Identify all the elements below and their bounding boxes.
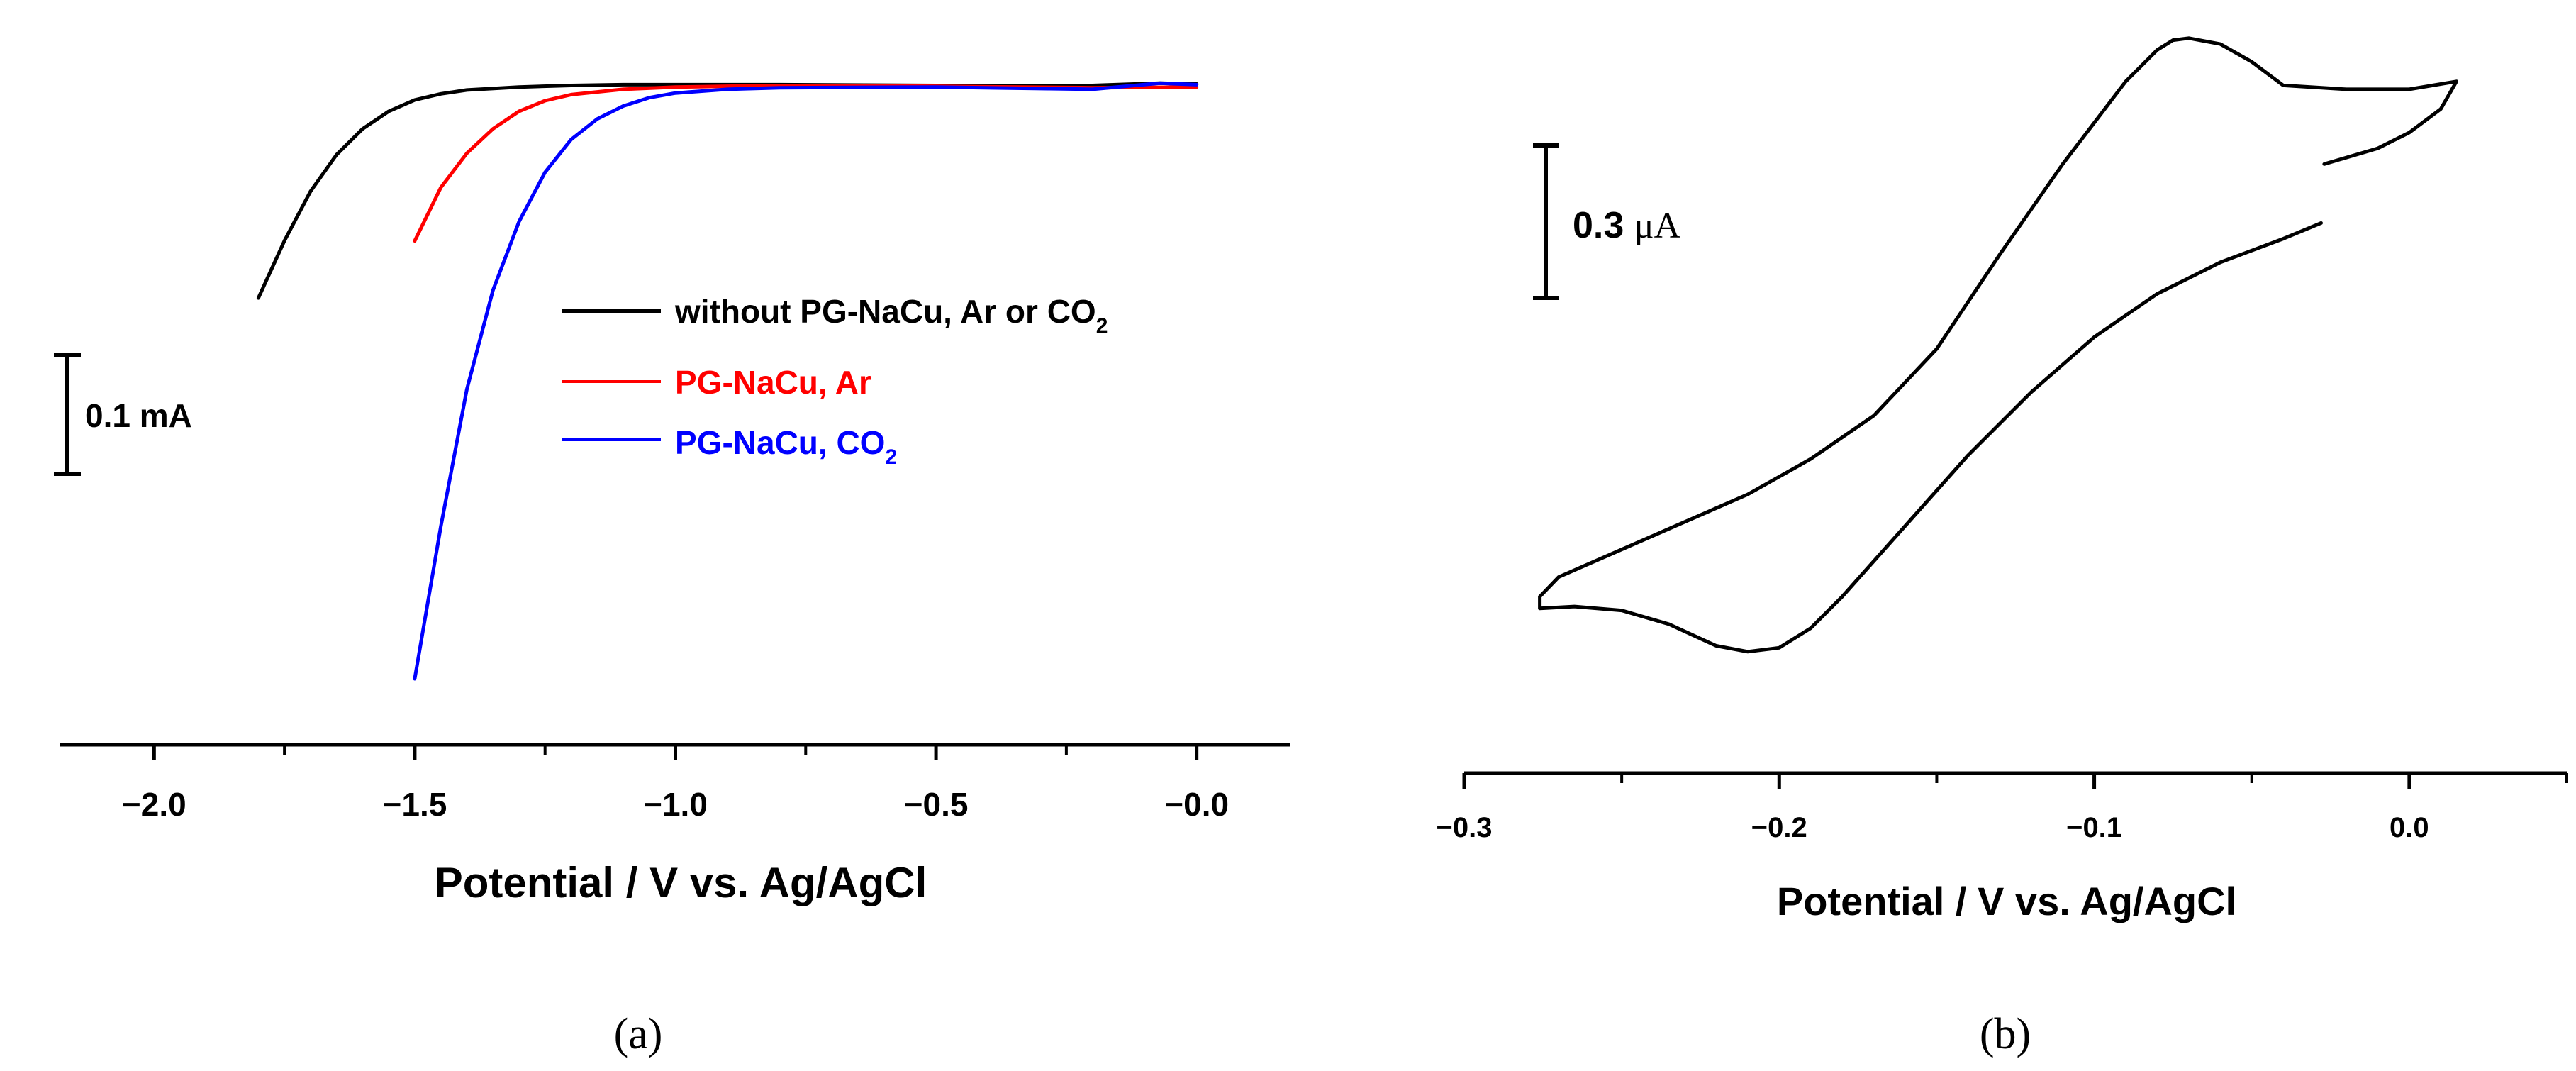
svg-text:PG-NaCu, Ar: PG-NaCu, Ar <box>675 364 871 401</box>
panel-a-scale-bar-label: 0.1 mA <box>85 397 192 434</box>
panel-b-series-line-0 <box>1538 36 2458 654</box>
panel-a-x-tick-label: −2.0 <box>122 786 186 823</box>
panel-a-series-line-2 <box>413 81 1199 681</box>
svg-text:without PG-NaCu, Ar or CO2: without PG-NaCu, Ar or CO2 <box>674 293 1108 338</box>
panel-b-x-tick-label: −0.1 <box>2066 812 2122 843</box>
panel-b-scale-bar-label: 0.3 μA <box>1573 205 1681 246</box>
panel-b-x-ticks: −0.3 −0.2 −0.1 0.0 <box>1437 773 2568 843</box>
legend-label-without-pg-nacu: without PG-NaCu, Ar or CO <box>674 293 1096 330</box>
legend-label-pg-nacu-ar: PG-NaCu, Ar <box>675 364 871 401</box>
legend-entry-without-pg-nacu: without PG-NaCu, Ar or CO2 <box>562 293 1108 338</box>
panel-a-x-tick-label: −0.5 <box>904 786 969 823</box>
panel-b-scale-bar: 0.3 μA <box>1533 143 1681 300</box>
panel-a-chart: −2.0 −1.5 −1.0 −0.5 −0.0 Potential / V vs. A… <box>54 81 1290 906</box>
panel-a-legend: without PG-NaCu, Ar or CO2 PG-NaCu, Ar P… <box>562 293 1108 469</box>
legend-entry-pg-nacu-ar: PG-NaCu, Ar <box>562 364 871 401</box>
panel-b-x-tick-label: 0.0 <box>2390 812 2429 843</box>
panel-a-curves <box>256 81 1199 681</box>
panel-a-series-line-1 <box>413 84 1199 243</box>
panel-a-scale-bar: 0.1 mA <box>54 353 192 476</box>
legend-label-subscript: 2 <box>1096 314 1108 338</box>
legend-entry-pg-nacu-co2: PG-NaCu, CO2 <box>562 424 897 469</box>
panel-a-x-axis-title: Potential / V vs. Ag/AgCl <box>435 859 927 906</box>
panel-a-x-ticks: −2.0 −1.5 −1.0 −0.5 −0.0 <box>122 745 1229 823</box>
panel-a-x-tick-label: −1.5 <box>383 786 447 823</box>
panel-a-x-tick-label: −1.0 <box>643 786 708 823</box>
panel-label-a: (a) <box>614 1010 663 1058</box>
panel-a-series-line-0 <box>256 81 1199 300</box>
panel-a-x-tick-label: −0.0 <box>1164 786 1229 823</box>
panel-b-x-axis-title: Potential / V vs. Ag/AgCl <box>1777 879 2236 923</box>
panel-b-chart: −0.3 −0.2 −0.1 0.0 Potential / V vs. Ag/AgC… <box>1437 36 2568 923</box>
svg-text:PG-NaCu, CO2: PG-NaCu, CO2 <box>675 424 897 469</box>
panel-b-curves <box>1538 36 2458 654</box>
legend-label-pg-nacu-co2: PG-NaCu, CO <box>675 424 885 461</box>
panel-b-x-tick-label: −0.2 <box>1751 812 1807 843</box>
legend-label-subscript: 2 <box>885 445 897 469</box>
panel-b-x-tick-label: −0.3 <box>1437 812 1493 843</box>
panel-label-b: (b) <box>1980 1010 2031 1058</box>
